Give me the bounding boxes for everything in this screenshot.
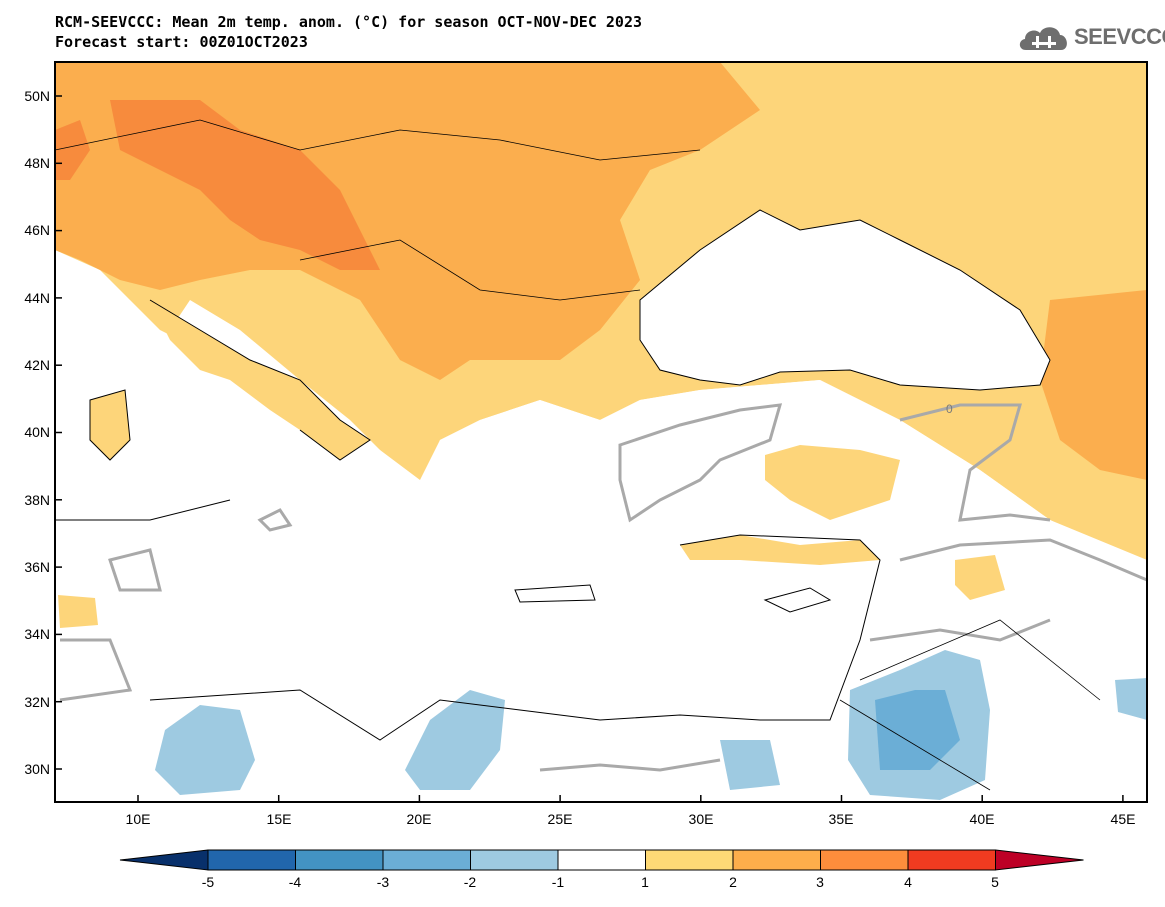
black-sea xyxy=(640,210,1050,390)
anatolia-warm xyxy=(765,445,900,520)
lat-label: 36N xyxy=(24,559,50,575)
lon-label: 25E xyxy=(547,811,573,827)
contour-label: 0 xyxy=(946,402,953,416)
lat-label: 34N xyxy=(24,626,50,642)
colorbar-segment xyxy=(470,849,559,871)
anomaly-band-3-4-b xyxy=(55,120,90,180)
colorbar-arrow-low xyxy=(119,849,209,871)
lon-label: 30E xyxy=(688,811,714,827)
cold-anomaly-egypt xyxy=(720,740,780,790)
colorbar-segment xyxy=(732,849,821,871)
lat-label: 48N xyxy=(24,155,50,171)
italy-warm xyxy=(150,300,370,460)
colorbar-segment xyxy=(207,849,296,871)
sardinia-warm xyxy=(90,390,130,460)
seevccc-logo: SEEVCCC xyxy=(1016,20,1165,56)
colorbar-label: 2 xyxy=(729,874,737,890)
colorbar-arrow-high xyxy=(995,849,1084,871)
lon-label: 45E xyxy=(1110,811,1136,827)
colorbar-segment xyxy=(557,849,646,871)
colorbar-label: -4 xyxy=(288,874,302,890)
colorbar-segment xyxy=(645,849,734,871)
colorbar-segment xyxy=(295,849,384,871)
map-title: RCM-SEEVCCC: Mean 2m temp. anom. (°C) fo… xyxy=(55,12,642,52)
lat-label: 32N xyxy=(24,694,50,710)
lon-label: 35E xyxy=(828,811,854,827)
colorbar-label: -2 xyxy=(463,874,477,890)
colorbar-label: 3 xyxy=(816,874,824,890)
lat-label: 46N xyxy=(24,222,50,238)
lat-label: 38N xyxy=(24,492,50,508)
colorbar-segment xyxy=(907,849,996,871)
lon-label: 10E xyxy=(125,811,151,827)
cold-anomaly-libya-west xyxy=(155,705,255,795)
lon-label: 15E xyxy=(266,811,292,827)
colorbar-label: 4 xyxy=(904,874,912,890)
colorbar-label: 5 xyxy=(991,874,999,890)
colorbar-label: 1 xyxy=(641,874,649,890)
anomaly-band-3-4 xyxy=(110,100,380,270)
lat-label: 30N xyxy=(24,761,50,777)
lat-label: 44N xyxy=(24,290,50,306)
syria-warm xyxy=(955,555,1005,600)
anomaly-band-2-3-east xyxy=(1040,290,1147,480)
lat-label: 40N xyxy=(24,424,50,440)
colorbar-label: -5 xyxy=(201,874,215,890)
logo-text: SEEVCCC xyxy=(1074,24,1165,49)
lon-label: 20E xyxy=(406,811,432,827)
colorbar-label: -1 xyxy=(551,874,565,890)
lon-label: 40E xyxy=(969,811,995,827)
lat-label: 50N xyxy=(24,88,50,104)
cold-anomaly-jordan-core xyxy=(875,690,960,770)
borders xyxy=(55,119,1101,791)
lat-label: 42N xyxy=(24,357,50,373)
colorbar-segment xyxy=(820,849,909,871)
colorbar-segment xyxy=(382,849,471,871)
zero-contours xyxy=(59,403,1147,772)
tunisia-warm xyxy=(58,595,98,628)
cold-anomaly-iraq xyxy=(1115,678,1147,720)
coastlines xyxy=(55,209,1051,741)
title-line-1: RCM-SEEVCCC: Mean 2m temp. anom. (°C) fo… xyxy=(55,13,642,31)
cloud-icon xyxy=(1019,27,1067,50)
tick-marks xyxy=(55,95,1124,802)
title-line-2: Forecast start: 00Z01OCT2023 xyxy=(55,33,308,51)
cold-anomaly-libya-east xyxy=(405,690,505,790)
colorbar-label: -3 xyxy=(376,874,390,890)
turkey-south-warm xyxy=(680,535,880,565)
